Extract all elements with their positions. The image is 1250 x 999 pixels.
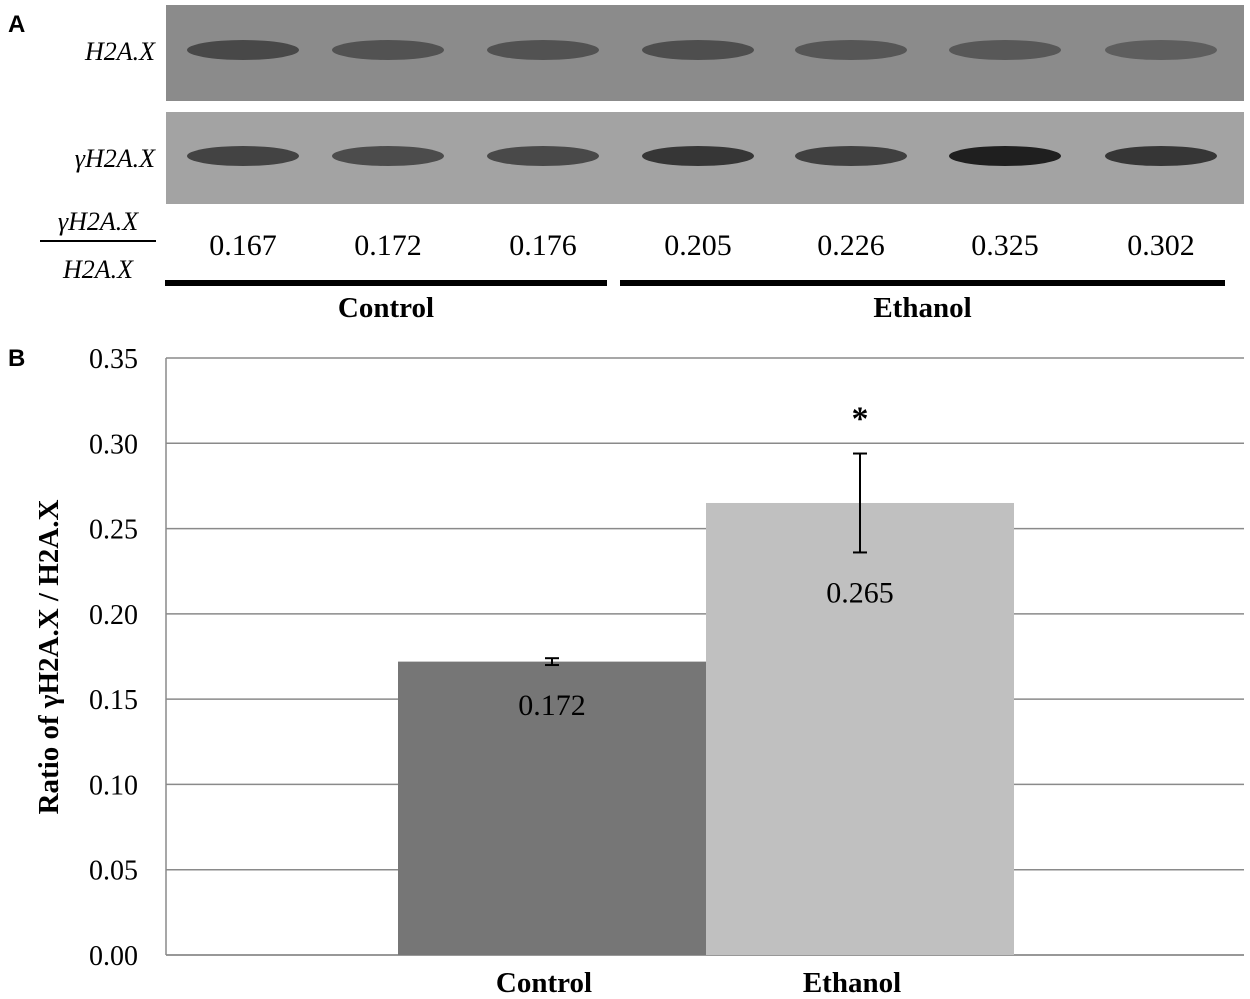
group-label: Control — [338, 292, 434, 324]
y-tick-label: 0.25 — [89, 515, 138, 546]
bar-chart: 0.00 0.05 0.10 0.15 0.20 0.25 0.30 0.35 * 0.172… — [33, 344, 1244, 999]
category-labels: Control Ethanol — [496, 967, 901, 999]
lane-ratio: 0.176 — [509, 229, 577, 262]
gamma-h2ax-band — [487, 146, 599, 166]
gamma-h2ax-band — [1105, 146, 1217, 166]
category-label: Ethanol — [803, 967, 901, 999]
h2ax-band — [1105, 40, 1217, 60]
h2ax-band — [487, 40, 599, 60]
data-label: 0.172 — [518, 689, 586, 722]
data-label: 0.265 — [826, 576, 894, 609]
blot-bands — [187, 40, 1217, 166]
group-brackets: Control Ethanol — [165, 280, 1225, 324]
h2ax-band — [187, 40, 299, 60]
y-axis-label: Ratio of γH2A.X / H2A.X — [33, 500, 65, 815]
h2ax-band — [949, 40, 1061, 60]
h2ax-band — [795, 40, 907, 60]
gamma-h2ax-band — [187, 146, 299, 166]
lane-ratios: 0.167 0.172 0.176 0.205 0.226 0.325 0.302 — [209, 229, 1195, 262]
lane-ratio: 0.302 — [1127, 229, 1195, 262]
y-tick-label: 0.05 — [89, 856, 138, 887]
h2ax-band — [332, 40, 444, 60]
bar-ethanol — [706, 502, 1014, 955]
error-bars: * — [545, 401, 869, 667]
gamma-h2ax-row-label: γH2A.X — [75, 144, 156, 173]
gamma-h2ax-band — [642, 146, 754, 166]
h2ax-row-label: H2A.X — [84, 37, 156, 66]
gamma-h2ax-band — [949, 146, 1061, 166]
gamma-h2ax-band — [795, 146, 907, 166]
group-label: Ethanol — [873, 292, 971, 324]
lane-ratio: 0.172 — [354, 229, 422, 262]
y-tick-label: 0.20 — [89, 600, 138, 631]
lane-ratio: 0.205 — [664, 229, 732, 262]
panel-a-letter: A — [8, 11, 25, 38]
y-tick-label: 0.15 — [89, 685, 138, 716]
y-tick-label: 0.35 — [89, 344, 138, 375]
y-tick-label: 0.10 — [89, 770, 138, 801]
data-labels: 0.172 0.265 — [518, 576, 894, 722]
ratio-denominator: H2A.X — [62, 255, 134, 284]
y-tick-label: 0.00 — [89, 941, 138, 972]
h2ax-band — [642, 40, 754, 60]
significance-marker: * — [852, 401, 869, 438]
lane-ratio: 0.167 — [209, 229, 277, 262]
lane-ratio: 0.226 — [817, 229, 885, 262]
lane-ratio: 0.325 — [971, 229, 1039, 262]
panel-b-letter: B — [8, 345, 25, 372]
bar-control — [398, 661, 706, 955]
bars — [398, 502, 1014, 955]
ratio-numerator: γH2A.X — [58, 207, 139, 236]
y-tick-labels: 0.00 0.05 0.10 0.15 0.20 0.25 0.30 0.35 — [89, 344, 138, 972]
y-tick-label: 0.30 — [89, 429, 138, 460]
gamma-h2ax-band — [332, 146, 444, 166]
category-label: Control — [496, 967, 592, 999]
